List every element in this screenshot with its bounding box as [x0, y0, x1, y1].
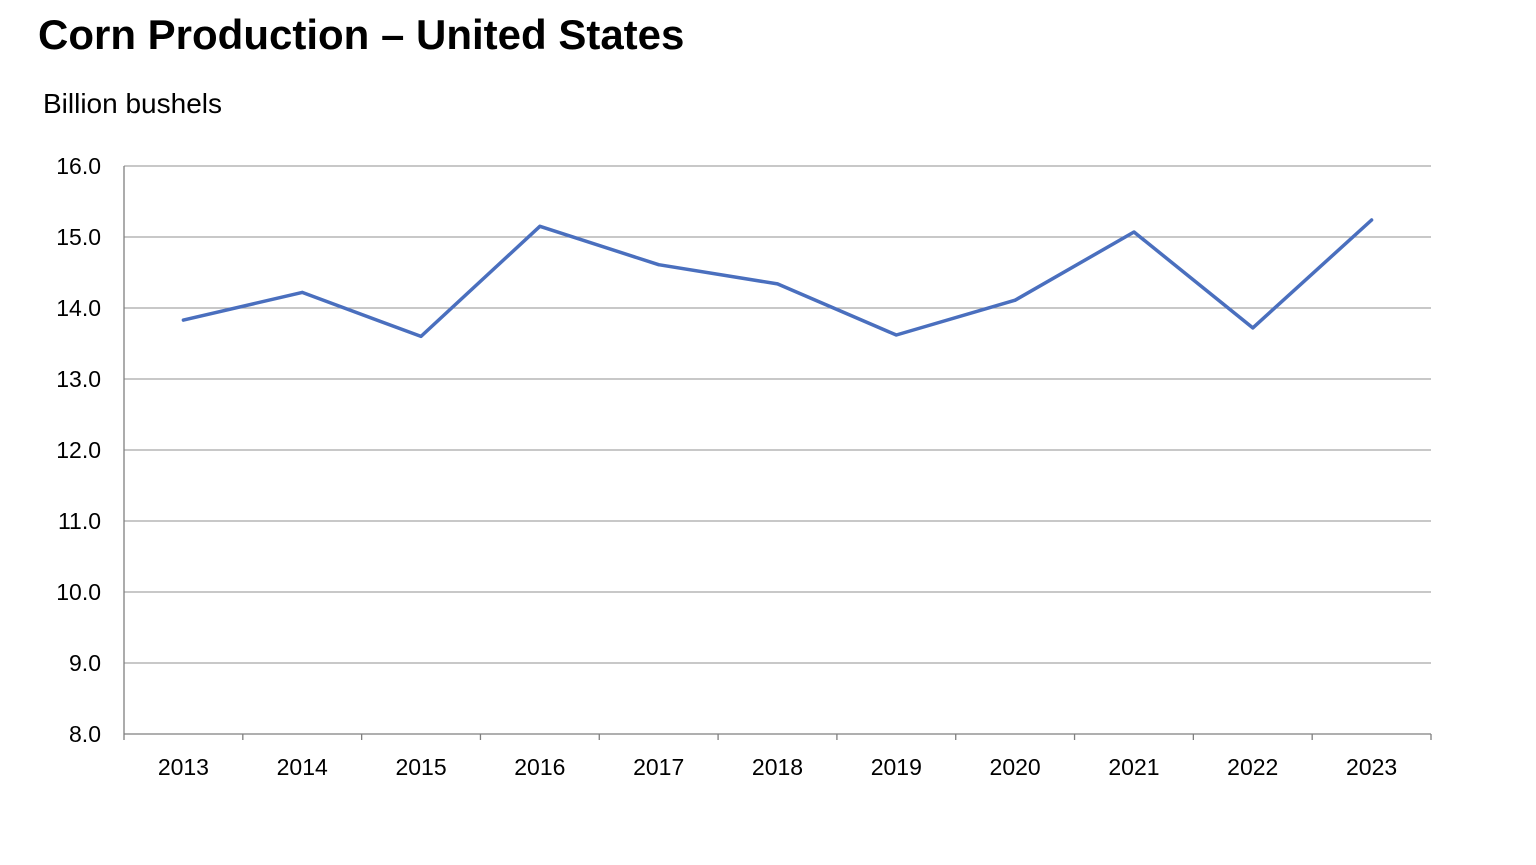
data-point — [300, 290, 304, 294]
y-tick-label: 15.0 — [56, 224, 101, 250]
x-tick-label: 2013 — [158, 754, 209, 780]
y-tick-label: 14.0 — [56, 295, 101, 321]
data-point — [419, 334, 423, 338]
chart-title: Corn Production – United States — [38, 11, 685, 58]
x-tick-label: 2022 — [1227, 754, 1278, 780]
gridlines — [124, 165, 1431, 664]
data-point — [776, 282, 779, 286]
x-tick-label: 2020 — [990, 754, 1041, 780]
y-tick-label: 13.0 — [56, 366, 101, 392]
y-tick-label: 8.0 — [69, 721, 101, 747]
data-point — [1370, 218, 1374, 222]
x-tick-label: 2019 — [871, 754, 922, 780]
data-point — [181, 318, 185, 322]
y-tick-label: 10.0 — [56, 579, 101, 605]
data-point — [894, 333, 898, 337]
data-point — [538, 224, 542, 228]
x-tick-label: 2014 — [277, 754, 328, 780]
y-tick-label: 9.0 — [69, 650, 101, 676]
data-point — [657, 263, 661, 267]
y-tick-labels: 8.0 9.0 10.0 11.0 12.0 13.0 14.0 15.0 16.0 — [56, 153, 101, 747]
chart-subtitle: Billion bushels — [43, 88, 222, 119]
data-point — [1013, 298, 1017, 302]
x-tick-label: 2018 — [752, 754, 803, 780]
axes — [123, 166, 1432, 740]
x-tick-label: 2017 — [633, 754, 684, 780]
x-tick-label: 2016 — [514, 754, 565, 780]
data-point — [1132, 230, 1136, 234]
x-tick-label: 2015 — [395, 754, 446, 780]
y-tick-label: 12.0 — [56, 437, 101, 463]
x-tick-label: 2023 — [1346, 754, 1397, 780]
data-point — [1251, 326, 1255, 330]
x-tick-label: 2021 — [1108, 754, 1159, 780]
y-tick-label: 11.0 — [58, 508, 101, 534]
x-tick-labels: 2013 2014 2015 2016 2017 2018 2019 2020 2021 2022… — [158, 754, 1397, 780]
y-tick-label: 16.0 — [56, 153, 101, 179]
series — [181, 218, 1374, 339]
